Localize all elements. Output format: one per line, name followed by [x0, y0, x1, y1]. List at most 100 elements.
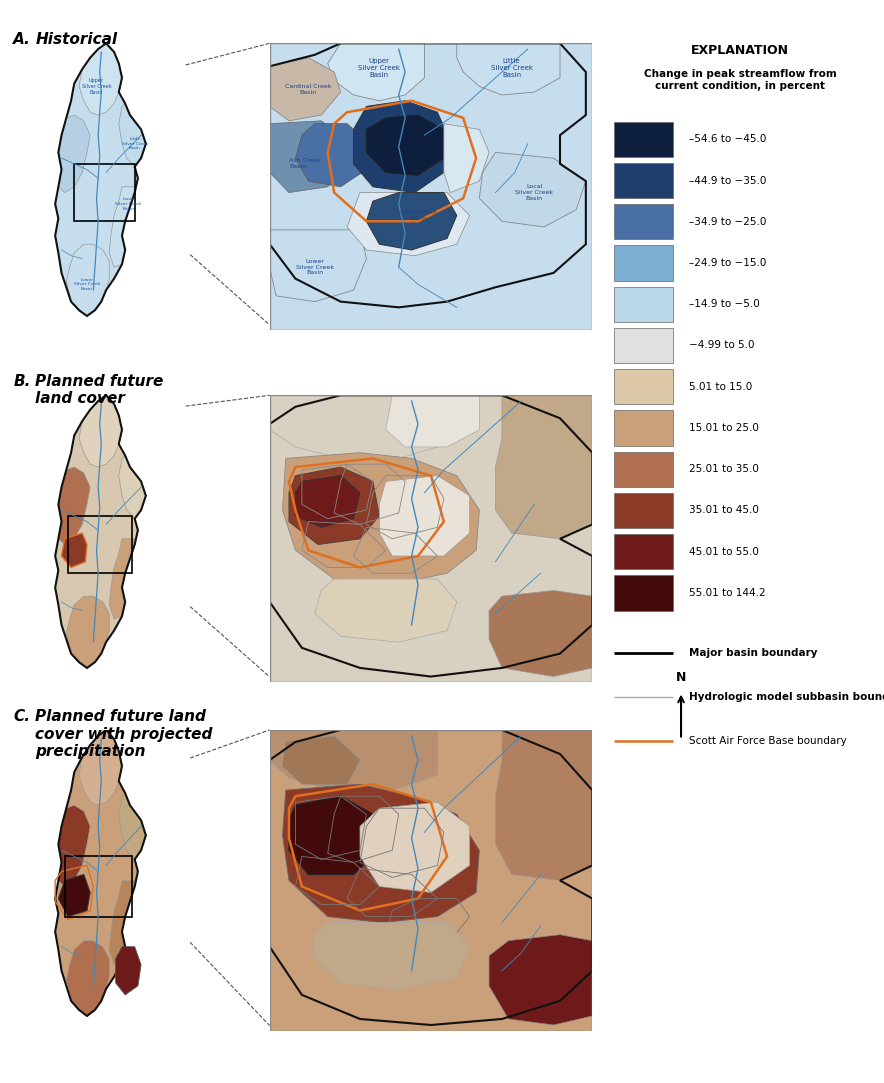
Text: Ash Creek
Basin: Ash Creek Basin	[289, 158, 321, 169]
Polygon shape	[289, 467, 379, 545]
Text: 15.01 to 25.0: 15.01 to 25.0	[690, 423, 759, 433]
Polygon shape	[367, 115, 444, 175]
Polygon shape	[444, 123, 489, 193]
Polygon shape	[58, 467, 90, 545]
Text: Scott Air Force Base boundary: Scott Air Force Base boundary	[690, 736, 847, 746]
Text: B.: B.	[13, 374, 31, 389]
Polygon shape	[295, 123, 367, 186]
Polygon shape	[110, 539, 134, 619]
Polygon shape	[270, 121, 347, 193]
Polygon shape	[66, 245, 110, 316]
Text: Hydrologic model subbasin boundary: Hydrologic model subbasin boundary	[690, 692, 884, 702]
Text: Local
Silver Creek
Basin: Local Silver Creek Basin	[115, 197, 141, 210]
Polygon shape	[495, 730, 592, 880]
Text: C.: C.	[13, 709, 30, 725]
Polygon shape	[110, 880, 134, 965]
Bar	[68, 516, 132, 573]
Polygon shape	[385, 395, 479, 447]
Bar	[613, 452, 673, 487]
Text: –24.9 to −15.0: –24.9 to −15.0	[690, 258, 766, 268]
Text: EXPLANATION: EXPLANATION	[691, 43, 789, 56]
Text: N: N	[676, 671, 686, 684]
Polygon shape	[58, 115, 90, 193]
Text: Cardinal Creek
Basin: Cardinal Creek Basin	[285, 83, 332, 94]
Text: Change in peak streamflow from
current condition, in percent: Change in peak streamflow from current c…	[644, 69, 837, 91]
Polygon shape	[379, 475, 469, 556]
Polygon shape	[79, 395, 122, 467]
Text: Little
Silver Creek
Basin: Little Silver Creek Basin	[121, 138, 148, 151]
Polygon shape	[270, 57, 340, 121]
Polygon shape	[367, 193, 457, 250]
Polygon shape	[270, 230, 367, 301]
Text: A.: A.	[13, 32, 31, 48]
Polygon shape	[58, 806, 90, 887]
Polygon shape	[283, 784, 479, 923]
Text: 35.01 to 45.0: 35.01 to 45.0	[690, 506, 759, 516]
Bar	[65, 857, 132, 916]
Polygon shape	[118, 793, 146, 860]
Text: −4.99 to 5.0: −4.99 to 5.0	[690, 340, 755, 351]
Text: 25.01 to 35.0: 25.01 to 35.0	[690, 465, 759, 474]
Text: –54.6 to −45.0: –54.6 to −45.0	[690, 134, 766, 144]
Polygon shape	[66, 596, 110, 668]
Text: Historical: Historical	[35, 32, 118, 48]
Bar	[613, 204, 673, 239]
Polygon shape	[347, 193, 469, 256]
Polygon shape	[360, 803, 469, 892]
Text: Lower
Silver Creek
Basin: Lower Silver Creek Basin	[73, 278, 100, 291]
Text: Lower
Silver Creek
Basin: Lower Silver Creek Basin	[296, 259, 334, 275]
Text: Upper
Silver Creek
Basin: Upper Silver Creek Basin	[358, 57, 400, 78]
Text: South Ditch
Basin: South Ditch Basin	[400, 210, 437, 221]
Polygon shape	[489, 590, 592, 677]
Polygon shape	[66, 941, 110, 1016]
Bar	[613, 328, 673, 363]
Text: Planned future land
cover with projected
precipitation: Planned future land cover with projected…	[35, 709, 213, 759]
Polygon shape	[110, 186, 134, 268]
Polygon shape	[118, 456, 146, 519]
Bar	[613, 410, 673, 445]
Bar	[74, 164, 134, 221]
Bar	[613, 246, 673, 280]
Polygon shape	[283, 736, 360, 784]
Polygon shape	[118, 104, 146, 167]
Text: 5.01 to 15.0: 5.01 to 15.0	[690, 381, 752, 392]
Polygon shape	[295, 475, 360, 527]
Polygon shape	[457, 43, 560, 95]
Polygon shape	[283, 453, 479, 585]
Bar	[613, 162, 673, 198]
Text: 55.01 to 144.2: 55.01 to 144.2	[690, 588, 766, 598]
Polygon shape	[79, 730, 122, 806]
Text: Little
Silver Creek
Basin: Little Silver Creek Basin	[491, 57, 533, 78]
Polygon shape	[58, 874, 90, 916]
Polygon shape	[270, 395, 438, 458]
Text: Local
Silver Creek
Basin: Local Silver Creek Basin	[515, 184, 553, 200]
Polygon shape	[489, 935, 592, 1025]
Text: 45.01 to 55.0: 45.01 to 55.0	[690, 547, 759, 557]
Text: –34.9 to −25.0: –34.9 to −25.0	[690, 217, 766, 226]
Text: –14.9 to −5.0: –14.9 to −5.0	[690, 299, 760, 310]
Polygon shape	[315, 579, 457, 642]
Polygon shape	[62, 533, 87, 567]
Polygon shape	[315, 923, 469, 989]
Polygon shape	[328, 43, 424, 101]
Polygon shape	[79, 43, 122, 115]
Bar	[613, 121, 673, 157]
Bar	[613, 287, 673, 322]
Bar	[613, 369, 673, 404]
Text: Planned future
land cover: Planned future land cover	[35, 374, 164, 406]
Polygon shape	[354, 101, 450, 193]
Text: Major basin boundary: Major basin boundary	[690, 648, 818, 657]
Polygon shape	[55, 730, 146, 1016]
Bar	[613, 493, 673, 529]
Polygon shape	[55, 395, 146, 668]
Text: –44.9 to −35.0: –44.9 to −35.0	[690, 175, 766, 185]
Polygon shape	[55, 43, 146, 316]
Bar	[613, 575, 673, 611]
Polygon shape	[479, 153, 586, 227]
Polygon shape	[289, 796, 379, 874]
Polygon shape	[270, 730, 438, 791]
Polygon shape	[116, 947, 141, 995]
Polygon shape	[495, 395, 592, 539]
Text: Upper
Silver Creek
Basin: Upper Silver Creek Basin	[81, 78, 111, 94]
Bar	[613, 534, 673, 570]
